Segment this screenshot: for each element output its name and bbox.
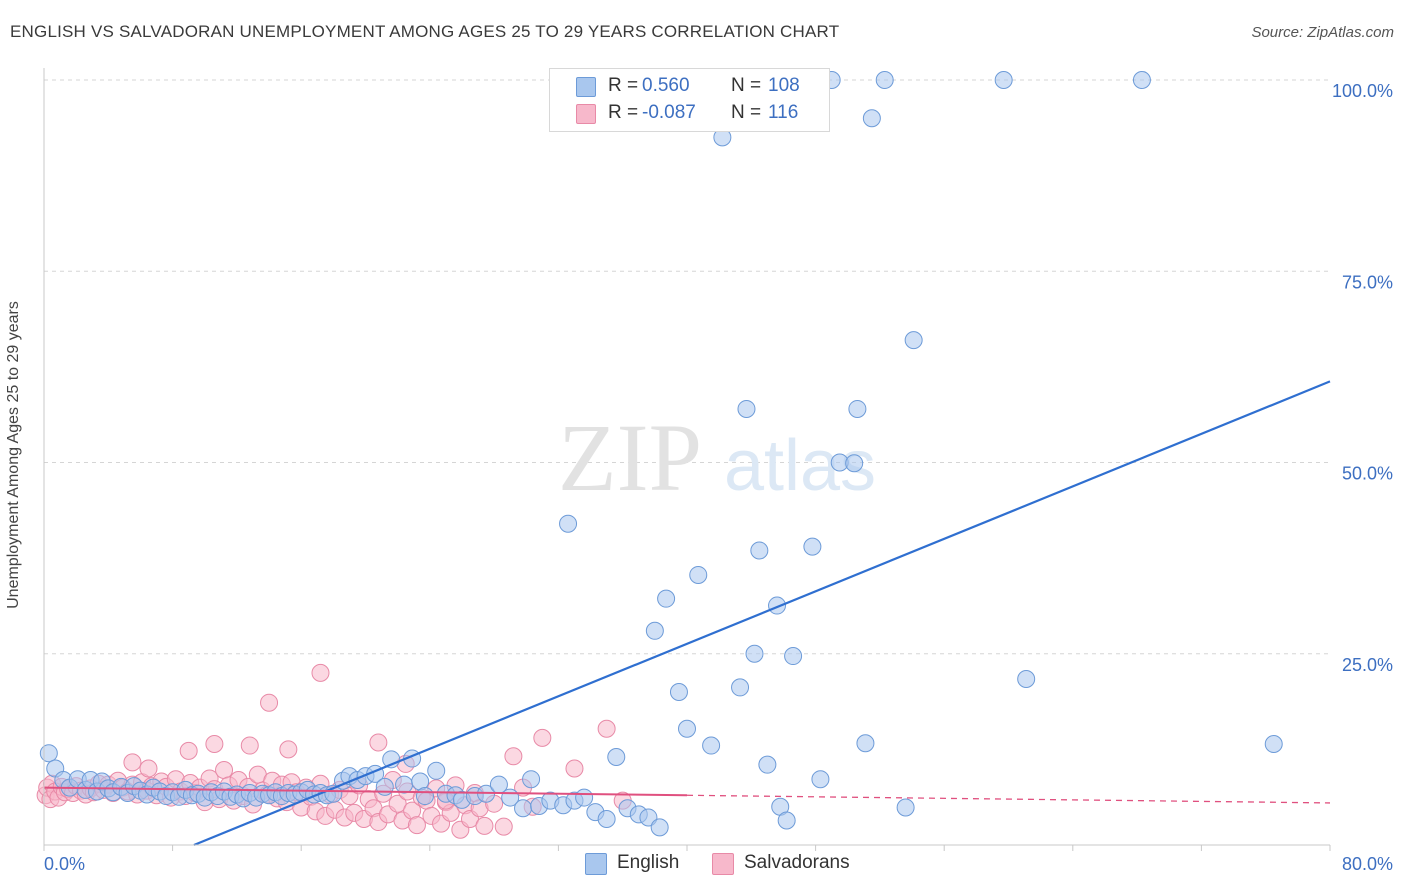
english-point <box>750 541 769 560</box>
english-point <box>575 788 594 807</box>
english-point <box>737 399 756 418</box>
legend-r-label: R = <box>608 102 639 123</box>
axes: 25.0% 50.0% 75.0% 100.0% 0.0% 80.0% <box>43 68 1393 874</box>
legend-r-value: 0.560 <box>642 75 690 96</box>
english-point <box>514 799 533 818</box>
english-point <box>803 537 822 556</box>
english-swatch <box>576 77 596 97</box>
english-point <box>745 644 764 663</box>
salvadorans-point <box>205 735 224 754</box>
legend-n-value: 116 <box>768 102 799 123</box>
salvadorans-swatch <box>712 853 734 875</box>
legend-n-label: N = <box>731 102 762 123</box>
salvadorans-point <box>311 663 330 682</box>
english-point <box>856 734 875 753</box>
grid-layer <box>44 79 1330 655</box>
salvadorans-point <box>123 753 142 772</box>
chart-title: ENGLISH VS SALVADORAN UNEMPLOYMENT AMONG… <box>10 22 840 41</box>
legend-n-value: 108 <box>768 75 800 96</box>
english-point <box>1132 71 1151 89</box>
salvadorans-point <box>260 693 279 712</box>
correlation-legend: R = 0.560 N = 108 R = -0.087 N = 116 <box>549 68 830 132</box>
y-tick-label: 25.0% <box>1342 655 1393 675</box>
legend-r-label: R = <box>608 75 639 96</box>
english-swatch <box>585 853 607 875</box>
english-point <box>1264 735 1283 754</box>
watermark-zip: ZIP <box>558 404 702 511</box>
legend-row-english: R = 0.560 N = 108 <box>550 73 829 99</box>
legend-row-salvadorans: R = -0.087 N = 116 <box>550 100 829 126</box>
watermark: ZIP atlas <box>558 404 876 511</box>
english-point <box>862 109 881 128</box>
english-point <box>522 770 541 789</box>
legend-r-value: -0.087 <box>642 102 696 123</box>
salvadorans-point <box>533 728 552 747</box>
english-point <box>845 454 864 473</box>
salvadorans-point <box>494 817 513 836</box>
english-point <box>559 514 578 533</box>
salvadorans-point <box>279 740 298 759</box>
english-point <box>657 589 676 608</box>
english-point <box>597 809 616 828</box>
x-tick-label: 0.0% <box>44 854 85 874</box>
english-point <box>784 647 803 666</box>
english-point <box>689 565 708 584</box>
salvadorans-point <box>179 741 198 760</box>
y-tick-label: 100.0% <box>1332 81 1393 101</box>
english-point <box>39 744 58 763</box>
legend-label-english: English <box>617 852 680 873</box>
y-axis-label: Unemployment Among Ages 25 to 29 years <box>5 301 22 609</box>
salvadorans-point <box>369 733 388 752</box>
salvadorans-point <box>139 759 158 778</box>
english-point <box>758 755 777 774</box>
legend-n-label: N = <box>731 75 762 96</box>
x-tick-label: 80.0% <box>1342 854 1393 874</box>
english-point <box>415 787 434 806</box>
english-trend-line <box>193 380 1331 847</box>
english-point <box>375 777 394 796</box>
english-point <box>427 761 446 780</box>
english-point <box>645 621 664 640</box>
english-point <box>896 798 915 817</box>
y-tick-label: 50.0% <box>1342 464 1393 484</box>
english-points <box>39 71 1283 837</box>
salvadorans-trend-line-dashed <box>686 794 1331 804</box>
salvadorans-swatch <box>576 104 596 124</box>
salvadorans-point <box>504 747 523 766</box>
english-point <box>904 331 923 350</box>
legend-label-salvadorans: Salvadorans <box>744 852 850 873</box>
english-point <box>650 818 669 837</box>
english-point <box>1017 669 1036 688</box>
english-point <box>811 770 830 789</box>
salvadorans-point <box>388 794 407 813</box>
salvadorans-point <box>407 816 426 835</box>
english-point <box>669 683 688 701</box>
salvadorans-point <box>475 816 494 835</box>
english-point <box>875 71 894 89</box>
salvadorans-trend-line <box>43 786 688 797</box>
trend-lines <box>43 380 1331 847</box>
salvadorans-point <box>215 761 234 780</box>
y-tick-label: 75.0% <box>1342 272 1393 292</box>
english-point <box>731 678 750 697</box>
english-point <box>848 399 867 418</box>
english-point <box>678 719 696 738</box>
english-point <box>702 736 721 755</box>
english-point <box>994 71 1013 89</box>
source-credit: Source: ZipAtlas.com <box>1251 24 1394 41</box>
salvadorans-point <box>240 736 259 755</box>
english-point <box>395 775 414 794</box>
english-point <box>607 748 626 767</box>
salvadorans-point <box>565 759 584 778</box>
english-point <box>639 808 658 827</box>
english-point <box>777 811 796 830</box>
salvadorans-point <box>597 719 616 738</box>
